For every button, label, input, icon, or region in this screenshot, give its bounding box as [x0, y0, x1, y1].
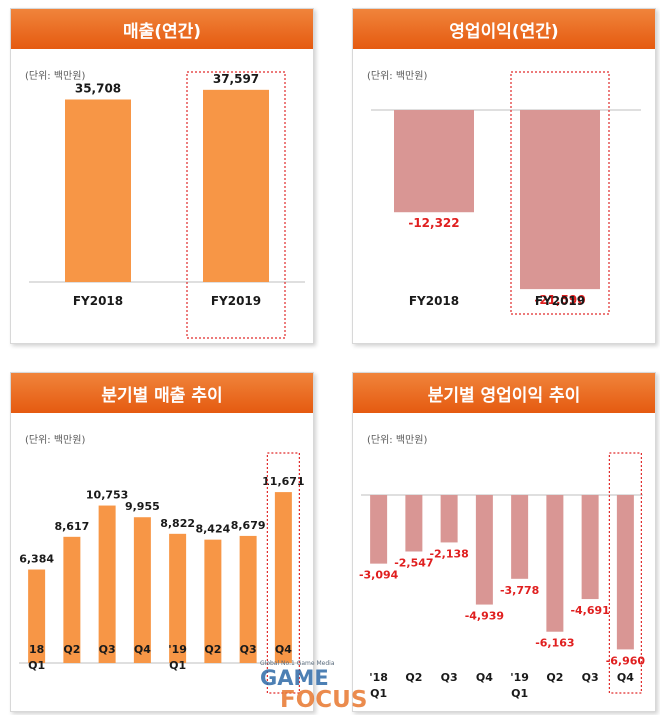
data-label-6: 8,424 [195, 523, 230, 536]
data-label-8: 11,671 [262, 475, 304, 488]
bar-3 [440, 495, 458, 543]
bar-2 [405, 495, 423, 552]
bar-8 [274, 492, 292, 663]
data-label-3: 10,753 [86, 489, 128, 502]
tick-label-1-line2: Q1 [28, 659, 45, 672]
data-label-2: 8,617 [54, 520, 89, 533]
tick-label-5-line2: Q1 [169, 659, 186, 672]
tick-label-6: Q2 [546, 671, 563, 684]
tick-label-5: '19 [168, 643, 187, 656]
watermark-tagline: Global No.1 Game Media [260, 660, 335, 667]
bar-2 [63, 536, 81, 663]
tick-label-4: Q4 [134, 643, 151, 656]
quarterly-revenue-panel: 분기별 매출 추이 (단위: 백만원) 6,384 18 Q1 8,617 Q2 10,7… [10, 372, 314, 712]
unit-label: (단위: 백만원) [25, 435, 86, 446]
tick-label-1: 18 [29, 643, 44, 656]
data-label-7: 8,679 [231, 519, 266, 532]
bar-8 [616, 495, 634, 650]
watermark-word-focus: FOCUS [280, 687, 367, 711]
tick-label-1: FY2018 [73, 294, 123, 308]
bar-5 [169, 533, 187, 663]
annual-operating-profit-panel: 영업이익(연간) (단위: 백만원) -12,322 FY2018 -21,590 F… [352, 8, 656, 344]
tick-label-3: Q3 [441, 671, 458, 684]
data-label-7: -4,691 [570, 604, 609, 617]
bar-7 [581, 495, 599, 600]
quarterly-operating-profit-chart: -3,094 '18 Q1 -2,547 Q2 -2,138 Q3 -4,939 Q4 -3,77… [359, 452, 646, 700]
bar-4 [133, 517, 151, 663]
bar-1 [394, 110, 474, 213]
gamefocus-watermark-logo: Global No.1 Game Media GAME FOCUS [260, 660, 367, 711]
tick-label-5-line2: Q1 [511, 687, 528, 700]
bar-1 [370, 495, 388, 564]
unit-label: (단위: 백만원) [367, 71, 428, 82]
unit-label: (단위: 백만원) [367, 435, 428, 446]
panel-title: 분기별 매출 추이 [11, 373, 313, 413]
highlight-box [266, 452, 300, 694]
quarterly-operating-profit-panel: 분기별 영업이익 추이 (단위: 백만원) -3,094 '18 Q1 -2,547 Q… [352, 372, 656, 712]
tick-label-3: Q3 [99, 643, 116, 656]
data-label-4: -4,939 [465, 610, 504, 623]
tick-label-2: FY2019 [211, 294, 261, 308]
panel-title: 영업이익(연간) [353, 9, 655, 49]
tick-label-1: FY2018 [409, 294, 459, 308]
tick-label-4: Q4 [476, 671, 493, 684]
bar-6 [204, 539, 222, 663]
data-label-2: 37,597 [213, 72, 259, 86]
bar-2 [203, 89, 269, 282]
unit-label: (단위: 백만원) [25, 71, 86, 82]
highlight-box [510, 71, 610, 315]
data-label-1: 35,708 [75, 81, 121, 95]
data-label-4: 9,955 [125, 500, 160, 513]
bar-2 [520, 110, 600, 290]
data-label-1: -12,322 [408, 216, 459, 230]
watermark-word-game: GAME [260, 666, 329, 690]
panel-title: 분기별 영업이익 추이 [353, 373, 655, 413]
data-label-3: -2,138 [429, 547, 468, 560]
data-label-2: -2,547 [394, 557, 433, 570]
data-label-2: -21,590 [534, 293, 585, 307]
data-label-1: -3,094 [359, 569, 399, 582]
highlight-box [608, 452, 642, 694]
tick-label-8: Q4 [275, 643, 292, 656]
data-label-5: 8,822 [160, 517, 195, 530]
quarterly-revenue-chart: 6,384 18 Q1 8,617 Q2 10,753 Q3 9,955 Q4 8,822 '19 Q… [19, 452, 305, 694]
annual-revenue-panel: 매출(연간) (단위: 백만원) 35,708 FY2018 37,597 FY201… [10, 8, 314, 344]
highlight-box [186, 71, 286, 339]
data-label-5: -3,778 [500, 584, 539, 597]
bar-6 [546, 495, 564, 632]
bar-1 [65, 99, 131, 282]
bar-5 [511, 495, 529, 579]
tick-label-5: '19 [510, 671, 529, 684]
annual-revenue-chart: 35,708 FY2018 37,597 FY2019 [29, 71, 305, 339]
data-label-8: -6,960 [606, 654, 646, 667]
panel-title: 매출(연간) [11, 9, 313, 49]
bar-1 [28, 569, 46, 663]
bar-4 [475, 495, 493, 605]
tick-label-2: FY2019 [535, 294, 585, 308]
tick-label-7: Q3 [240, 643, 257, 656]
tick-label-1-line2: Q1 [370, 687, 387, 700]
tick-label-2: Q2 [63, 643, 80, 656]
bar-7 [239, 535, 257, 663]
tick-label-1: '18 [369, 671, 388, 684]
tick-label-6: Q2 [204, 643, 221, 656]
tick-label-7: Q3 [582, 671, 599, 684]
data-label-6: -6,163 [535, 637, 574, 650]
tick-label-2: Q2 [405, 671, 422, 684]
tick-label-8: Q4 [617, 671, 634, 684]
bar-3 [98, 505, 116, 663]
data-label-1: 6,384 [19, 553, 54, 566]
